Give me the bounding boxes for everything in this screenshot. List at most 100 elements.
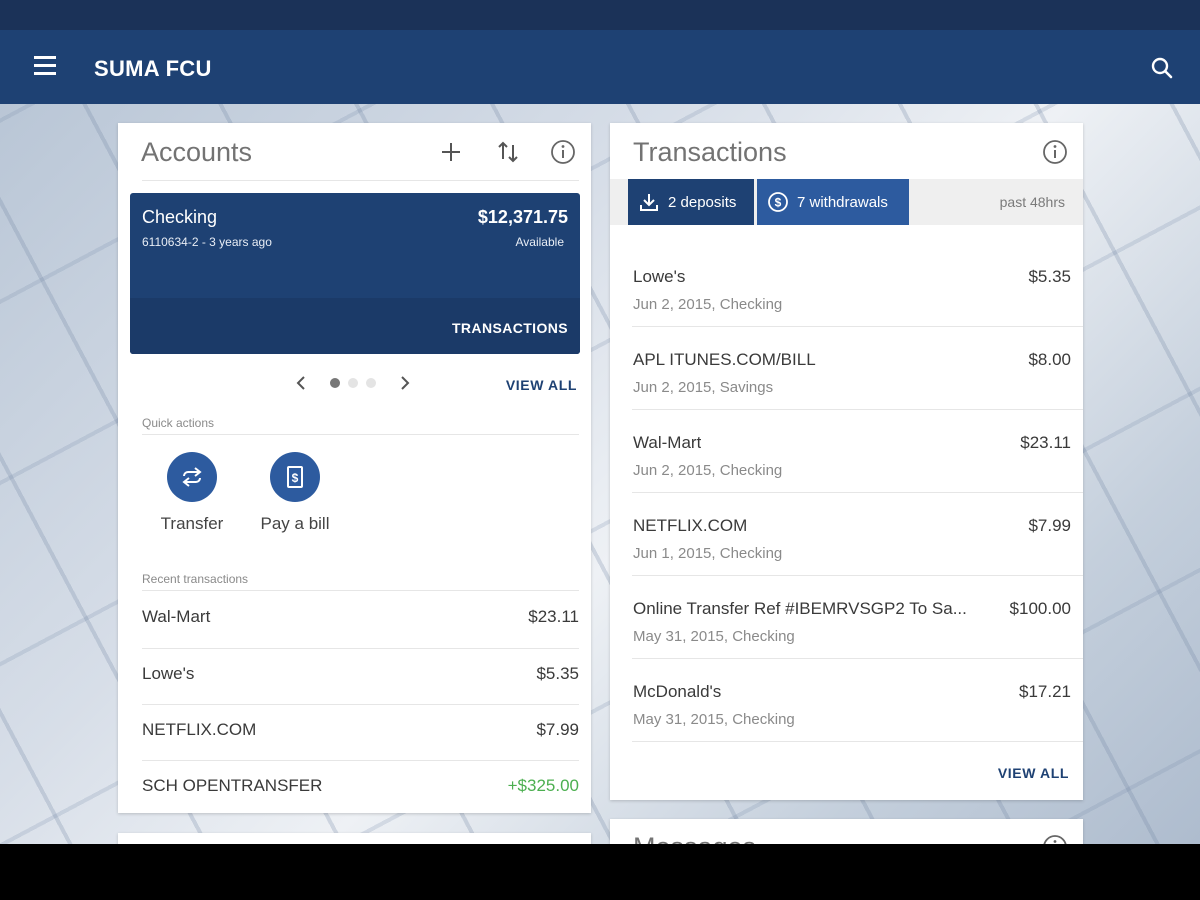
list-item[interactable]: SCH OPENTRANSFER +$325.00 [118, 761, 591, 813]
app-title: SUMA FCU [94, 56, 212, 81]
transaction-name: Wal-Mart [142, 607, 211, 626]
transaction-amount: $7.99 [1028, 516, 1071, 535]
messages-card: Messages [610, 819, 1083, 844]
info-icon[interactable] [549, 138, 577, 171]
transaction-name: SCH OPENTRANSFER [142, 776, 323, 795]
transaction-name: APL ITUNES.COM/BILL [633, 350, 816, 369]
chevron-right-icon[interactable] [396, 373, 414, 398]
withdrawals-label: 7 withdrawals [797, 193, 888, 211]
transaction-date: Jun 2, 2015, Savings [633, 379, 774, 396]
transaction-date: May 31, 2015, Checking [633, 711, 795, 728]
table-row[interactable]: APL ITUNES.COM/BILL Jun 2, 2015, Savings… [610, 327, 1083, 410]
divider [632, 409, 1083, 410]
divider [142, 434, 579, 435]
status-bar [0, 0, 1200, 30]
messages-title: Messages [633, 832, 756, 844]
download-icon [640, 194, 658, 211]
transaction-amount: $5.35 [1028, 267, 1071, 286]
table-row[interactable]: Wal-Mart Jun 2, 2015, Checking $23.11 [610, 410, 1083, 493]
svg-text:$: $ [292, 471, 299, 485]
divider [632, 326, 1083, 327]
background-image: Accounts Checking 6110 [0, 104, 1200, 844]
list-item[interactable]: NETFLIX.COM $7.99 [118, 705, 591, 761]
transaction-name: Wal-Mart [633, 433, 702, 452]
transaction-date: Jun 2, 2015, Checking [633, 296, 783, 313]
account-transactions-link[interactable]: TRANSACTIONS [451, 320, 568, 336]
divider [632, 492, 1083, 493]
transaction-name: McDonald's [633, 682, 722, 701]
app-bar: SUMA FCU [0, 30, 1200, 104]
account-tile-footer [130, 298, 580, 354]
transfer-button[interactable]: Transfer [152, 452, 232, 534]
transaction-amount: $23.11 [1020, 433, 1071, 452]
accounts-title: Accounts [141, 137, 253, 167]
deposits-label: 2 deposits [668, 193, 737, 211]
accounts-view-all-link[interactable]: VIEW ALL [505, 377, 577, 393]
navigation-bar [0, 844, 1200, 900]
pager-dot-active[interactable] [330, 378, 340, 388]
transaction-amount: $5.35 [536, 664, 579, 683]
transaction-amount: $100.00 [1009, 599, 1071, 618]
account-name: Checking [142, 207, 218, 227]
list-item[interactable]: Lowe's $5.35 [118, 649, 591, 705]
menu-icon[interactable] [34, 56, 60, 78]
transaction-name: NETFLIX.COM [142, 720, 257, 739]
secondary-card [118, 833, 591, 844]
transfer-label: Transfer [160, 514, 224, 533]
divider [142, 590, 579, 591]
divider [142, 704, 579, 705]
transaction-name: NETFLIX.COM [633, 516, 748, 535]
recent-transactions-label: Recent transactions [142, 572, 249, 586]
table-row[interactable]: NETFLIX.COM Jun 1, 2015, Checking $7.99 [610, 493, 1083, 576]
pager-dot[interactable] [348, 378, 358, 388]
quick-actions-label: Quick actions [142, 416, 215, 430]
pay-bill-button[interactable]: $ Pay a bill [255, 452, 335, 534]
withdrawals-filter[interactable]: $ 7 withdrawals [757, 179, 909, 225]
transaction-amount: $8.00 [1028, 350, 1071, 369]
transfer-icon [167, 452, 217, 502]
divider [142, 648, 579, 649]
balance-label: Available [515, 235, 564, 249]
transaction-amount: $23.11 [528, 607, 579, 626]
transaction-amount: +$325.00 [507, 776, 579, 795]
dollar-icon: $ [768, 192, 788, 212]
divider [632, 658, 1083, 659]
pager-dot[interactable] [366, 378, 376, 388]
transactions-view-all-link[interactable]: VIEW ALL [997, 765, 1069, 781]
svg-text:$: $ [775, 196, 782, 210]
info-icon[interactable] [1041, 138, 1069, 171]
divider [632, 575, 1083, 576]
transaction-name: Lowe's [142, 664, 195, 683]
add-account-icon[interactable] [438, 139, 464, 170]
divider [142, 180, 579, 181]
deposits-filter[interactable]: 2 deposits [628, 179, 754, 225]
transaction-date: Jun 1, 2015, Checking [633, 545, 783, 562]
transactions-title: Transactions [633, 137, 787, 167]
account-balance: $12,371.75 [477, 207, 568, 227]
pay-bill-label: Pay a bill [260, 514, 330, 533]
search-icon[interactable] [1148, 54, 1176, 82]
transaction-date: Jun 2, 2015, Checking [633, 462, 783, 479]
table-row[interactable]: McDonald's May 31, 2015, Checking $17.21 [610, 659, 1083, 742]
account-pager [288, 371, 418, 395]
account-tile-checking[interactable]: Checking 6110634-2 - 3 years ago $12,371… [130, 193, 580, 354]
transaction-date: May 31, 2015, Checking [633, 628, 795, 645]
info-icon[interactable] [1041, 833, 1069, 844]
accounts-card: Accounts Checking 6110 [118, 123, 591, 813]
table-row[interactable]: Lowe's Jun 2, 2015, Checking $5.35 [610, 244, 1083, 327]
transaction-name: Online Transfer Ref #IBEMRVSGP2 To Sa... [633, 599, 967, 618]
transaction-filter-bar: 2 deposits $ 7 withdrawals past 48hrs [610, 179, 1083, 225]
transactions-card: Transactions 2 deposits $ [610, 123, 1083, 800]
divider [632, 741, 1083, 742]
transaction-name: Lowe's [633, 267, 686, 286]
table-row[interactable]: Online Transfer Ref #IBEMRVSGP2 To Sa...… [610, 576, 1083, 659]
list-item[interactable]: Wal-Mart $23.11 [118, 591, 591, 647]
account-number: 6110634-2 - 3 years ago [142, 235, 272, 249]
bill-icon: $ [270, 452, 320, 502]
chevron-left-icon[interactable] [292, 373, 310, 398]
reorder-icon[interactable] [495, 139, 521, 170]
divider [142, 760, 579, 761]
transaction-amount: $17.21 [1019, 682, 1071, 701]
period-label: past 48hrs [999, 194, 1065, 210]
transaction-amount: $7.99 [536, 720, 579, 739]
